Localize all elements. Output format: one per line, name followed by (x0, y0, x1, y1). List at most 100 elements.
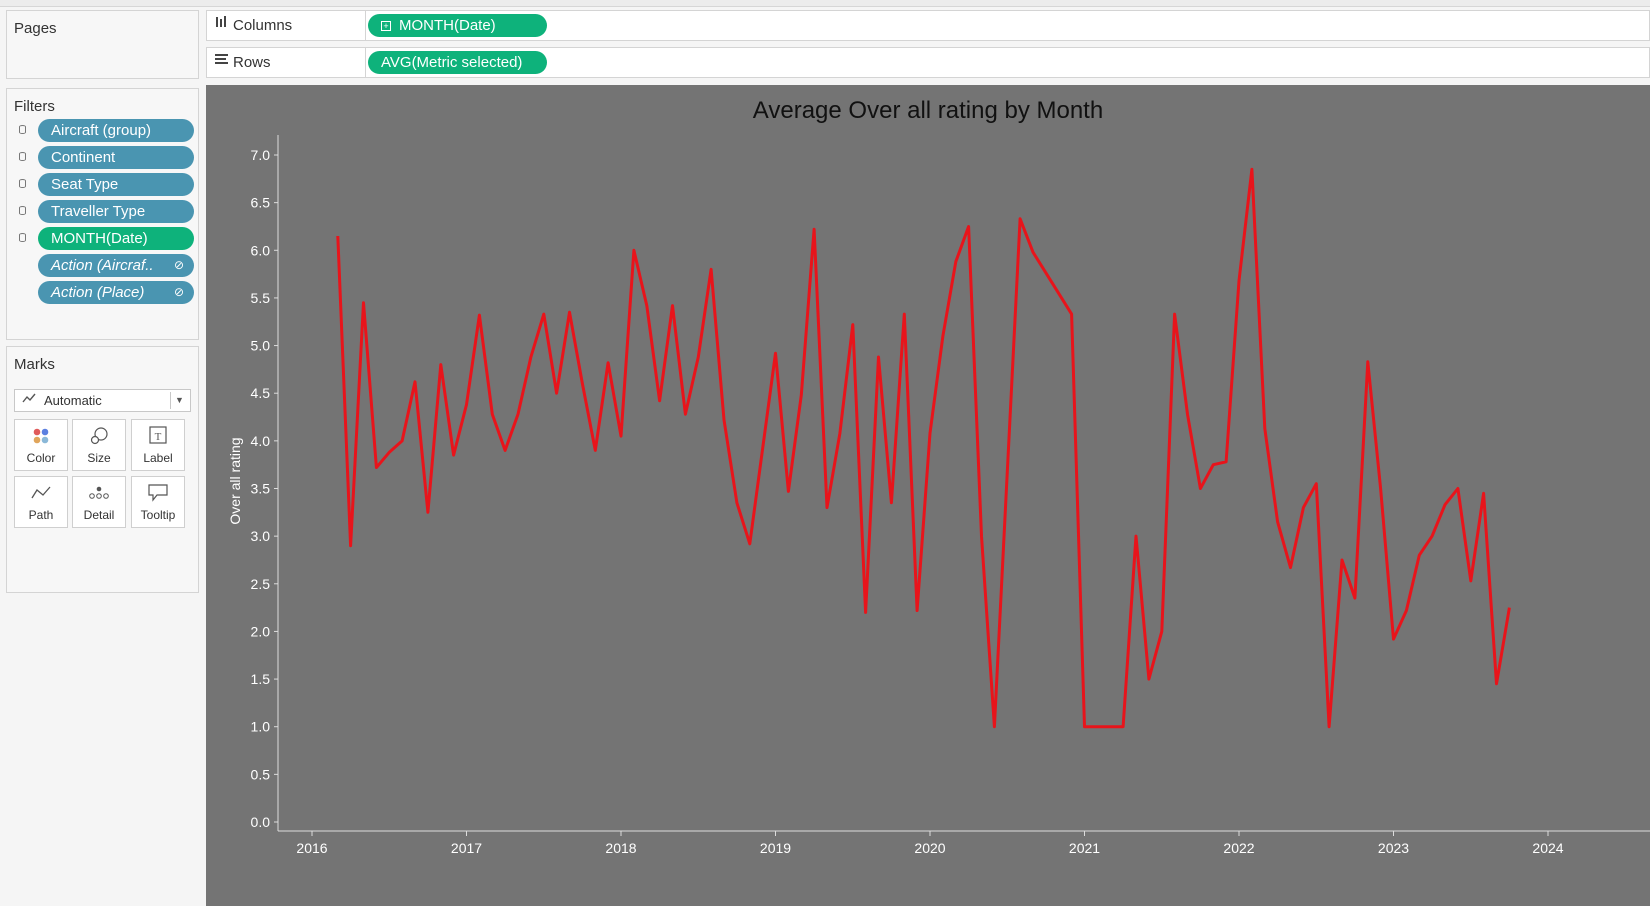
data-point[interactable] (658, 399, 662, 403)
data-point[interactable] (696, 355, 700, 359)
data-point[interactable] (1018, 217, 1022, 221)
data-point[interactable] (542, 312, 546, 316)
data-point[interactable] (555, 391, 559, 395)
data-point[interactable] (593, 448, 597, 452)
data-point[interactable] (465, 403, 469, 407)
viz-area[interactable]: Average Over all rating by Month Over al… (206, 85, 1650, 906)
filter-pill[interactable]: MONTH(Date) (38, 227, 194, 250)
data-point[interactable] (1327, 725, 1331, 729)
data-point[interactable] (825, 506, 829, 510)
pages-panel[interactable]: Pages (6, 10, 199, 79)
data-point[interactable] (336, 234, 340, 238)
data-point[interactable] (1430, 534, 1434, 538)
filter-row[interactable]: Action (Place) ⊘ (7, 281, 200, 304)
data-point[interactable] (1160, 629, 1164, 633)
data-point[interactable] (877, 355, 881, 359)
data-point[interactable] (851, 323, 855, 327)
data-point[interactable] (722, 418, 726, 422)
data-point[interactable] (619, 434, 623, 438)
data-point[interactable] (374, 466, 378, 470)
chevron-down-icon[interactable]: ▼ (175, 395, 184, 405)
data-point[interactable] (954, 260, 958, 264)
filter-row[interactable]: Action (Aircraf.. ⊘ (7, 254, 200, 277)
data-point[interactable] (980, 534, 984, 538)
data-point[interactable] (915, 609, 919, 613)
data-point[interactable] (426, 510, 430, 514)
filter-pill[interactable]: Seat Type (38, 173, 194, 196)
data-point[interactable] (1031, 250, 1035, 254)
data-point[interactable] (413, 380, 417, 384)
data-point[interactable] (786, 489, 790, 493)
data-point[interactable] (1134, 534, 1138, 538)
data-point[interactable] (941, 334, 945, 338)
line-chart[interactable]: Average Over all rating by Month Over al… (206, 85, 1650, 906)
data-point[interactable] (400, 439, 404, 443)
data-point[interactable] (799, 393, 803, 397)
data-point[interactable] (516, 412, 520, 416)
data-point[interactable] (568, 310, 572, 314)
data-point[interactable] (1147, 677, 1151, 681)
data-point[interactable] (967, 225, 971, 229)
data-point[interactable] (387, 450, 391, 454)
tooltip-card[interactable]: Tooltip (131, 476, 185, 528)
data-point[interactable] (1417, 553, 1421, 557)
data-point[interactable] (1469, 579, 1473, 583)
path-card[interactable]: Path (14, 476, 68, 528)
data-point[interactable] (902, 312, 906, 316)
data-point[interactable] (362, 301, 366, 305)
data-point[interactable] (606, 361, 610, 365)
data-point[interactable] (992, 725, 996, 729)
color-card[interactable]: Color (14, 419, 68, 471)
size-card[interactable]: Size (72, 419, 126, 471)
data-point[interactable] (889, 501, 893, 505)
filter-pill[interactable]: Action (Place) ⊘ (38, 281, 194, 304)
filter-pill[interactable]: Continent (38, 146, 194, 169)
data-point[interactable] (709, 267, 713, 271)
data-point[interactable] (349, 544, 353, 548)
rows-shelf[interactable]: Rows AVG(Metric selected) (206, 47, 1650, 78)
data-point[interactable] (1121, 725, 1125, 729)
data-point[interactable] (1353, 596, 1357, 600)
data-point[interactable] (683, 412, 687, 416)
data-point[interactable] (1495, 682, 1499, 686)
data-point[interactable] (1250, 167, 1254, 171)
data-point[interactable] (1237, 279, 1241, 283)
data-point[interactable] (580, 382, 584, 386)
data-point[interactable] (1392, 637, 1396, 641)
data-point[interactable] (1314, 482, 1318, 486)
data-point[interactable] (1443, 503, 1447, 507)
data-point[interactable] (1482, 491, 1486, 495)
expand-icon[interactable]: + (381, 21, 391, 31)
data-point[interactable] (748, 542, 752, 546)
filter-row[interactable]: Seat Type (7, 173, 200, 196)
data-point[interactable] (1083, 725, 1087, 729)
filter-row[interactable]: Traveller Type (7, 200, 200, 223)
data-point[interactable] (1276, 520, 1280, 524)
data-point[interactable] (774, 351, 778, 355)
columns-shelf[interactable]: Columns + MONTH(Date) (206, 10, 1650, 41)
data-point[interactable] (1289, 566, 1293, 570)
data-point[interactable] (812, 227, 816, 231)
data-point[interactable] (1198, 487, 1202, 491)
data-point[interactable] (838, 431, 842, 435)
data-point[interactable] (1366, 360, 1370, 364)
data-point[interactable] (645, 304, 649, 308)
data-point[interactable] (1070, 312, 1074, 316)
data-point[interactable] (735, 501, 739, 505)
filter-pill[interactable]: Aircraft (group) (38, 119, 194, 142)
data-point[interactable] (439, 363, 443, 367)
columns-pill[interactable]: + MONTH(Date) (368, 14, 547, 37)
data-point[interactable] (1173, 312, 1177, 316)
data-point[interactable] (864, 610, 868, 614)
data-point[interactable] (1404, 609, 1408, 613)
data-point[interactable] (1340, 558, 1344, 562)
data-point[interactable] (632, 248, 636, 252)
label-card[interactable]: T Label (131, 419, 185, 471)
data-point[interactable] (529, 355, 533, 359)
detail-card[interactable]: Detail (72, 476, 126, 528)
data-point[interactable] (1301, 506, 1305, 510)
rows-pill[interactable]: AVG(Metric selected) (368, 51, 547, 74)
data-point[interactable] (671, 304, 675, 308)
data-point[interactable] (452, 453, 456, 457)
series-line[interactable] (336, 167, 1511, 729)
